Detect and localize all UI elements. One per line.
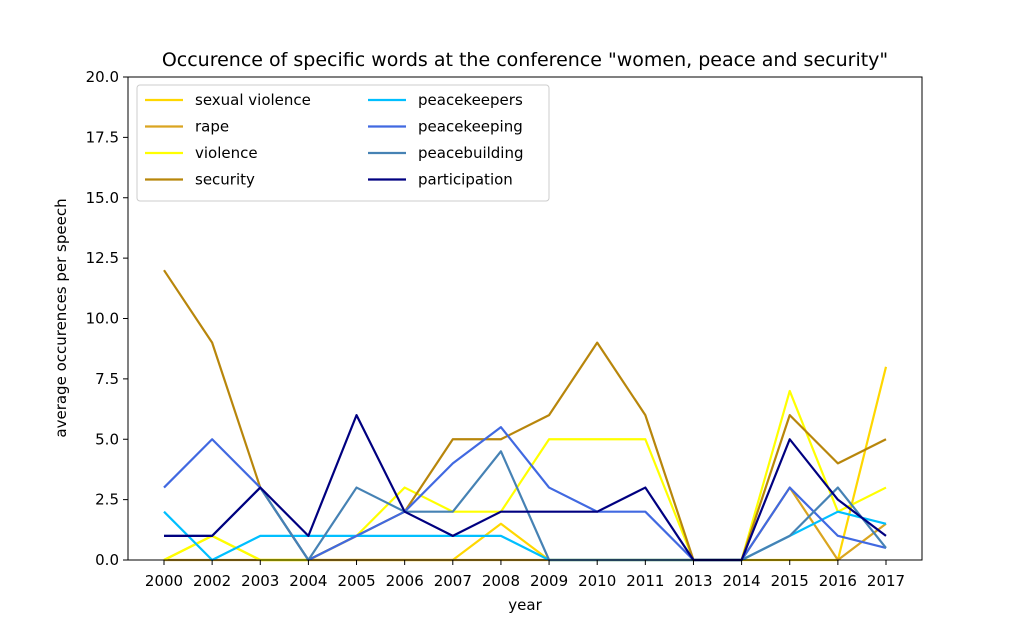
y-tick-label: 10.0 [86,310,119,328]
legend-label: security [195,171,255,189]
legend-box [136,84,550,202]
y-tick-label: 7.5 [95,370,119,388]
legend: sexual violence rape violence security peace… [136,84,550,202]
x-tick-label: 2007 [434,572,472,590]
legend-label: violence [195,144,258,162]
legend-label: sexual violence [195,91,311,109]
series-line-participation [164,414,887,562]
x-tick-label: 2006 [386,572,424,590]
y-tick-label: 20.0 [86,68,119,86]
x-tick-label: 2013 [674,572,712,590]
y-tick-label: 5.0 [95,430,119,448]
series-line-peacekeepers [163,510,887,562]
chart-title: Occurence of specific words at the confe… [162,49,888,71]
x-tick-label: 2014 [723,572,761,590]
x-tick-label: 2016 [819,572,857,590]
x-tick-label: 2005 [337,572,375,590]
x-tick-label: 2004 [289,572,327,590]
series-line-peacekeeping [163,426,887,562]
y-tick-label: 12.5 [86,249,119,267]
legend-label: participation [418,171,513,189]
x-axis-label: year [508,596,542,614]
x-tick-label: 2000 [145,572,183,590]
series-line-peacebuilding [164,450,887,562]
y-tick-label: 0.0 [95,551,119,569]
x-tick-label: 2002 [193,572,231,590]
legend-label: peacekeepers [418,91,523,109]
plot-area [163,269,888,562]
series-line-security [163,269,887,562]
series-line-sexual-violence [163,366,888,562]
series-line-violence [163,389,887,562]
x-tick-label: 2003 [241,572,279,590]
legend-label: peacekeeping [418,118,523,136]
x-tick-label: 2010 [578,572,616,590]
y-tick-label: 17.5 [86,128,119,146]
y-tick-label: 15.0 [86,189,119,207]
x-tick-label: 2017 [867,572,905,590]
y-tick-label: 2.5 [95,491,119,509]
x-tick-label: 2015 [771,572,809,590]
y-axis-label: average occurences per speech [52,198,70,437]
legend-label: rape [195,118,229,136]
x-tick-label: 2011 [626,572,664,590]
x-tick-label: 2009 [530,572,568,590]
axes: 2000 2002 2003 2004 2005 2006 2007 2008 2009 2010… [86,68,923,590]
x-tick-label: 2008 [482,572,520,590]
legend-label: peacebuilding [418,144,524,162]
